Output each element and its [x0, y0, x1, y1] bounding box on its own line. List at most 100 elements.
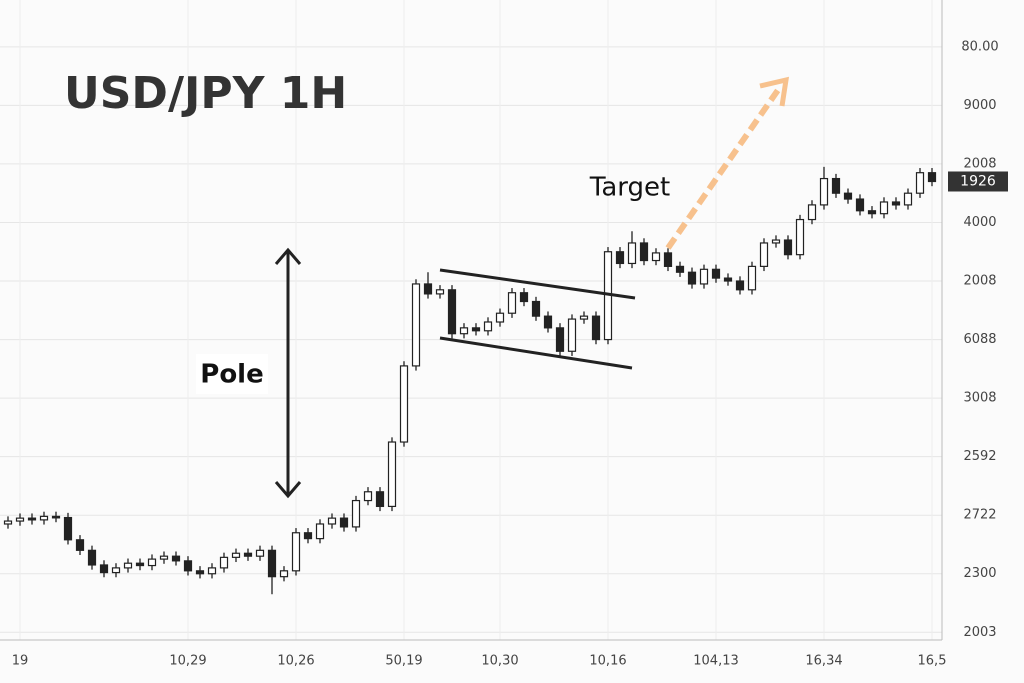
candle-body: [675, 265, 685, 273]
candle-body: [39, 515, 49, 521]
x-tick-label: 19: [12, 654, 29, 669]
candle-body: [519, 292, 529, 303]
flag-upper-line: [439, 268, 636, 300]
candle-body: [255, 549, 265, 557]
target-arrow: [665, 76, 790, 250]
candle-body: [543, 315, 553, 329]
candle-body: [663, 252, 673, 267]
candle-body: [567, 318, 577, 352]
candle-body: [51, 515, 61, 519]
candle-body: [351, 499, 361, 528]
candle-body: [183, 560, 193, 572]
candle-body: [135, 562, 145, 567]
candle-body: [327, 517, 337, 525]
x-tick-label: 16,34: [805, 654, 842, 669]
x-tick-label: 10,16: [589, 654, 626, 669]
candle-body: [99, 564, 109, 574]
candle-body: [111, 567, 121, 574]
candle-body: [855, 198, 865, 212]
candle-body: [147, 558, 157, 567]
y-tick-label: 4000: [963, 215, 996, 230]
axis-labels: 2003 2300 2722 2592 3008 6088 2008 4000 2008 9000…: [12, 39, 1008, 669]
candle-body: [831, 177, 841, 194]
candle-body: [687, 271, 697, 285]
candle-body: [195, 570, 205, 575]
candle-body: [459, 327, 469, 335]
candle-body: [291, 532, 301, 572]
candle-body: [279, 570, 289, 578]
candle-body: [639, 242, 649, 262]
candle-body: [15, 517, 25, 522]
y-tick-label: 6088: [963, 332, 996, 347]
candle-body: [795, 218, 805, 256]
candle-body: [483, 321, 493, 332]
candle-body: [219, 556, 229, 569]
candle-body: [819, 177, 829, 206]
y-tick-label: 2003: [963, 625, 996, 640]
candle-body: [123, 562, 133, 569]
grid: [0, 0, 942, 640]
candle-body: [3, 520, 13, 525]
candle-body: [63, 516, 73, 541]
y-tick-label: 9000: [963, 98, 996, 113]
candle-body: [867, 210, 877, 215]
y-tick-label: 2008: [963, 156, 996, 171]
candle-body: [723, 277, 733, 282]
candle-body: [915, 172, 925, 194]
candle-body: [807, 204, 817, 221]
candle-body: [315, 523, 325, 540]
candle-body: [495, 312, 505, 323]
candle-body: [435, 289, 445, 295]
x-tick-label: 16,5: [918, 654, 947, 669]
candle-body: [591, 315, 601, 341]
chart-title: USD/JPY 1H: [64, 68, 347, 119]
candle-body: [159, 555, 169, 560]
candle-body: [363, 491, 373, 502]
candle-body: [87, 549, 97, 566]
pole-label: Pole: [200, 360, 263, 390]
candle-body: [171, 555, 181, 562]
candle-body: [903, 192, 913, 206]
y-tick-label: 2722: [963, 508, 996, 523]
candle-body: [471, 327, 481, 332]
candle-body: [747, 265, 757, 291]
candle-body: [411, 283, 421, 367]
candle-body: [303, 532, 313, 540]
target-label: Target: [589, 173, 670, 203]
y-tick-label: 3008: [963, 391, 996, 406]
candle-body: [423, 283, 433, 295]
candle-body: [735, 280, 745, 291]
candle-body: [531, 300, 541, 317]
candle-body: [555, 327, 565, 352]
y-tick-label: 2008: [963, 274, 996, 289]
candle-body: [771, 239, 781, 244]
candle-body: [507, 292, 517, 314]
x-tick-label: 10,26: [277, 654, 314, 669]
candle-body: [267, 549, 277, 578]
candle-body: [699, 268, 709, 285]
candle-body: [447, 289, 457, 335]
candle-body: [843, 192, 853, 200]
flag-lower-line: [439, 336, 633, 370]
candle-body: [399, 365, 409, 443]
x-tick-label: 104,13: [693, 654, 739, 669]
candle-body: [627, 242, 637, 265]
candle-body: [615, 251, 625, 265]
candle-body: [375, 491, 385, 508]
candle-body: [579, 315, 589, 320]
pole-label-bg: [196, 354, 268, 394]
candle-body: [651, 252, 661, 262]
candle-body: [243, 552, 253, 557]
price-tag-bg: [948, 171, 1008, 192]
candle-body: [783, 239, 793, 256]
x-tick-label: 10,29: [169, 654, 206, 669]
candle-body: [879, 201, 889, 215]
price-tag: 1926: [960, 173, 996, 189]
candle-body: [927, 172, 937, 183]
candle-body: [759, 242, 769, 267]
x-tick-label: 50,19: [385, 654, 422, 669]
candle-body: [27, 517, 37, 521]
